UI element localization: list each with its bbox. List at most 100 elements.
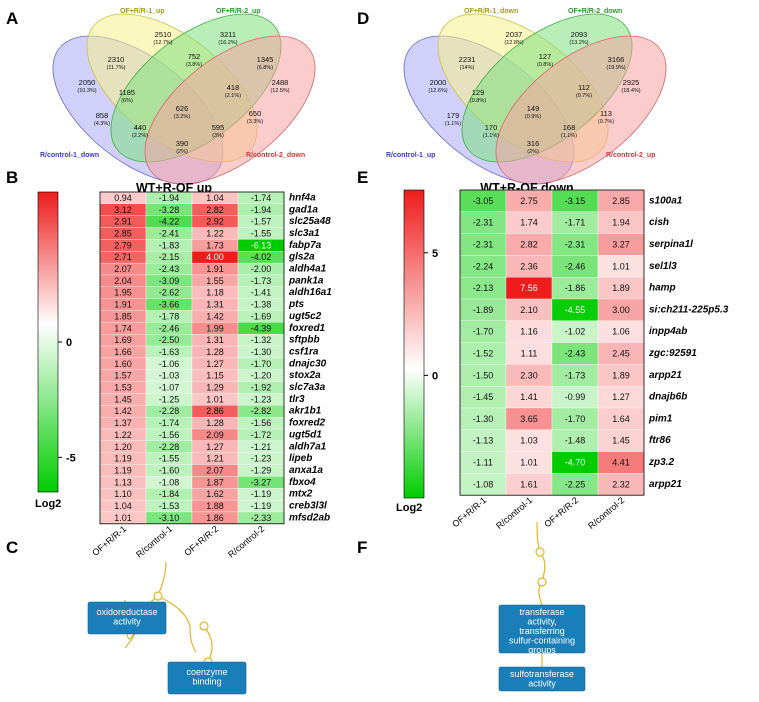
heatmap-title: WT+R-OF up (136, 181, 212, 195)
heatmap-cell-value: -1.23 (251, 454, 272, 464)
heatmap-cell-value: -2.24 (473, 261, 494, 271)
heatmap-cell-value: 1.01 (612, 261, 630, 271)
heatmap-cell-value: -6.13 (251, 240, 272, 250)
venn-region-count: 440 (134, 123, 147, 132)
heatmap-cell-value: 1.60 (114, 359, 132, 369)
heatmap-cell-value: -3.66 (159, 300, 180, 310)
go-box-line: sulfotransferase (510, 669, 574, 679)
go-box-line: oxidoreductase (96, 607, 157, 617)
venn-region-percent: (2%) (527, 149, 539, 155)
venn-region-percent: (1.1%) (483, 133, 499, 139)
venn-label-s1: OF+R/R-1_up (120, 8, 165, 15)
venn-region-percent: (0.9%) (525, 114, 541, 120)
heatmap-cell-value: -1.20 (251, 371, 272, 381)
heatmap-cell-value: -2.00 (251, 264, 272, 274)
heatmap-cell-value: 1.28 (206, 418, 224, 428)
heatmap-column-label: OF+R/R-1 (450, 495, 488, 529)
heatmap-cell-value: -4.22 (159, 217, 180, 227)
heatmap-cell-value: -1.11 (473, 458, 493, 468)
heatmap-cell-value: -1.60 (159, 465, 180, 475)
heatmap-cell-value: 1.94 (612, 218, 630, 228)
heatmap-cell-value: -1.84 (159, 489, 180, 499)
heatmap-row-label: fabp7a (289, 240, 322, 251)
heatmap-row-label: aldh16a1 (289, 287, 332, 298)
venn-region-percent: (3.2%) (174, 114, 190, 120)
heatmap-row-label: gls2a (288, 252, 315, 263)
go-box-sulfotransferase-text: sulfotransferase activity (510, 669, 574, 689)
heatmap-cell-value: -1.72 (251, 430, 272, 440)
heatmap-column-label: R/control-1 (494, 495, 534, 531)
heatmap-row-label: foxred1 (289, 323, 326, 334)
heatmap-row-label: aldh7a1 (289, 441, 327, 452)
go-box-transferase (498, 604, 586, 654)
heatmap-column-label: OF+R/R-2 (182, 524, 220, 558)
heatmap-cell-value: 1.18 (206, 288, 224, 298)
heatmap-cell-value: 1.29 (206, 383, 224, 393)
heatmap-cell-value: -1.32 (251, 335, 272, 345)
venn-label-s4: R/control-2_down (246, 152, 305, 159)
heatmap-up: WT+R-OF up Log2 0 -5 0.94 -1.94 1.04 -1.74 hn… (35, 181, 332, 560)
heatmap-cell-value: 2.10 (520, 305, 538, 315)
heatmap-cell-value: 1.86 (206, 513, 224, 523)
venn-region-count: 112 (578, 83, 590, 92)
heatmap-row-label: inpp4ab (649, 326, 687, 337)
tree-node (537, 577, 547, 587)
heatmap-cell-value: -1.30 (473, 414, 494, 424)
heatmap-cell-value: 1.19 (114, 465, 132, 475)
venn-region-count: 3166 (608, 55, 625, 64)
heatmap-column-label: R/control-2 (586, 495, 626, 531)
heatmap-cell-value: 2.07 (114, 264, 132, 274)
venn-region-percent: (19.9%) (606, 65, 625, 71)
heatmap-row-label: slc25a48 (289, 216, 331, 227)
heatmap-row-label: zgc:92591 (648, 348, 697, 359)
heatmap-cell-value: 1.22 (206, 228, 224, 238)
venn-label-s3: R/control-1_up (386, 152, 435, 159)
heatmap-row-label: cish (649, 217, 669, 228)
heatmap-cell-value: 1.66 (114, 347, 132, 357)
heatmap-cell-value: 2.30 (520, 370, 538, 380)
heatmap-cell-value: 1.42 (206, 311, 224, 321)
heatmap-cell-value: 3.27 (612, 240, 630, 250)
heatmap-row-label: si:ch211-225p5.3 (649, 304, 729, 315)
heatmap-cell-value: 4.00 (206, 252, 224, 262)
tree-edge (203, 625, 213, 663)
heatmap-cell-value: 1.27 (612, 392, 630, 402)
heatmap-cell-value: 2.09 (206, 430, 224, 440)
heatmap-cell-value: 1.64 (612, 414, 630, 424)
heatmap-cell-value: 1.31 (206, 335, 224, 345)
heatmap-cell-value: -1.55 (159, 454, 180, 464)
heatmap-cell-value: -3.10 (159, 513, 180, 523)
venn-region-count: 2488 (272, 78, 289, 87)
heatmap-cell-value: -4.55 (565, 305, 586, 315)
tree-edge (157, 595, 191, 627)
venn-region-count: 2310 (108, 55, 125, 64)
venn-region-percent: (2.1%) (225, 93, 241, 99)
heatmap-cell-value: -4.02 (251, 252, 272, 262)
go-box-coenzyme (167, 661, 247, 695)
heatmap-cell-value: -1.86 (565, 283, 586, 293)
go-box-coenzyme-text: coenzyme binding (186, 667, 227, 687)
heatmap-row-label: mtx2 (289, 489, 313, 500)
heatmap-column-label: OF+R/R-2 (542, 495, 580, 529)
heatmap-cell-value: -1.07 (159, 383, 180, 393)
heatmap-cell-value: -1.63 (159, 347, 180, 357)
venn-region-count: 2925 (623, 78, 640, 87)
heatmap-cell-value: 2.82 (206, 205, 224, 215)
venn-label-s2: OF+R/R-2_up (216, 8, 261, 15)
heatmap-cell-value: -1.92 (251, 383, 272, 393)
colorbar-tick-label: -5 (66, 452, 76, 464)
venn-region-percent: (18.4%) (621, 88, 640, 94)
heatmap-cell-value: -1.45 (473, 392, 494, 402)
venn-region-count: 2037 (506, 30, 523, 39)
heatmap-cell-value: 1.37 (114, 418, 132, 428)
venn-region-percent: (3.3%) (247, 119, 263, 125)
venn-region-percent: (13.2%) (569, 40, 588, 46)
heatmap-cell-value: 0.94 (114, 193, 132, 203)
heatmap-cell-value: -2.46 (565, 261, 586, 271)
go-box-line: transferase (519, 607, 564, 617)
venn-region-percent: (16.2%) (218, 40, 237, 46)
heatmap-row-label: hamp (649, 283, 676, 294)
venn-diagram-down: OF+R/R-1_down OF+R/R-2_down R/control-1_… (386, 8, 667, 185)
heatmap-row-label: mfsd2ab (289, 512, 330, 523)
